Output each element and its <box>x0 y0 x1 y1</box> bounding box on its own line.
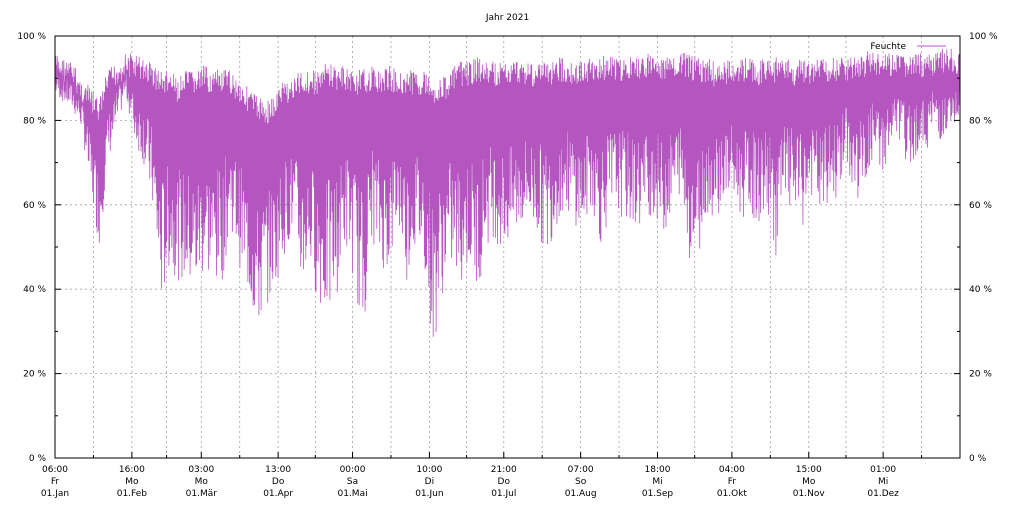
x-tick-label-date: 01.Jan <box>41 489 69 499</box>
x-tick-label-date: 01.Jun <box>415 489 443 499</box>
x-tick-label-date: 01.Okt <box>717 489 748 499</box>
x-tick-label-time: 01:00 <box>870 465 896 475</box>
x-tick-label-weekday: Mo <box>802 477 816 487</box>
x-tick-label-time: 03:00 <box>188 465 214 475</box>
y-tick-label-right: 20 % <box>969 370 992 380</box>
y-tick-label-left: 60 % <box>23 201 46 211</box>
x-tick-label-date: 01.Nov <box>793 489 826 499</box>
chart-title: Jahr 2021 <box>485 13 529 23</box>
y-tick-label-left: 40 % <box>23 285 46 295</box>
legend: Feuchte <box>870 42 946 52</box>
axes: 0 % 0 % 20 % 20 % 40 % 40 % 60 % 60 % 80 % 80 % 10… <box>17 32 998 499</box>
y-tick-label-right: 0 % <box>969 454 987 464</box>
x-tick-label-weekday: Fr <box>51 477 60 487</box>
x-tick-label-date: 01.Aug <box>565 489 597 499</box>
y-tick-label-left: 0 % <box>29 454 47 464</box>
y-tick-label-right: 60 % <box>969 201 992 211</box>
x-tick-label-time: 06:00 <box>42 465 68 475</box>
x-tick-label-weekday: Fr <box>728 477 737 487</box>
x-tick-label-weekday: So <box>575 477 587 487</box>
x-tick-label-date: 01.Dez <box>867 489 899 499</box>
y-tick-label-left: 100 % <box>17 32 46 42</box>
x-tick-label-weekday: Mo <box>195 477 209 487</box>
x-tick-label-weekday: Mi <box>652 477 662 487</box>
x-tick-label-weekday: Mi <box>878 477 888 487</box>
x-tick-label-time: 00:00 <box>340 465 366 475</box>
x-tick-label-time: 10:00 <box>416 465 442 475</box>
x-tick-label-time: 16:00 <box>119 465 145 475</box>
x-tick-label-time: 07:00 <box>568 465 594 475</box>
x-tick-label-weekday: Mo <box>125 477 139 487</box>
x-tick-label-time: 21:00 <box>491 465 517 475</box>
y-tick-label-left: 80 % <box>23 116 46 126</box>
x-tick-label-date: 01.Apr <box>263 489 293 499</box>
x-tick-label-weekday: Sa <box>347 477 358 487</box>
x-tick-label-date: 01.Mär <box>186 489 218 499</box>
x-tick-label-date: 01.Mai <box>337 489 367 499</box>
plot-area <box>54 48 961 337</box>
x-tick-label-time: 04:00 <box>719 465 745 475</box>
y-tick-label-right: 80 % <box>969 116 992 126</box>
x-tick-label-time: 15:00 <box>796 465 822 475</box>
x-tick-label-weekday: Di <box>425 477 434 487</box>
x-tick-label-time: 13:00 <box>265 465 291 475</box>
x-tick-label-date: 01.Jul <box>491 489 516 499</box>
y-tick-label-right: 40 % <box>969 285 992 295</box>
series-line-feuchte <box>54 48 961 337</box>
x-tick-label-time: 18:00 <box>645 465 671 475</box>
x-tick-label-date: 01.Sep <box>642 489 674 499</box>
x-tick-label-weekday: Do <box>498 477 511 487</box>
y-tick-label-left: 20 % <box>23 370 46 380</box>
y-tick-label-right: 100 % <box>969 32 998 42</box>
legend-label-feuchte: Feuchte <box>870 42 906 52</box>
x-tick-label-weekday: Do <box>272 477 285 487</box>
x-tick-label-date: 01.Feb <box>117 489 148 499</box>
